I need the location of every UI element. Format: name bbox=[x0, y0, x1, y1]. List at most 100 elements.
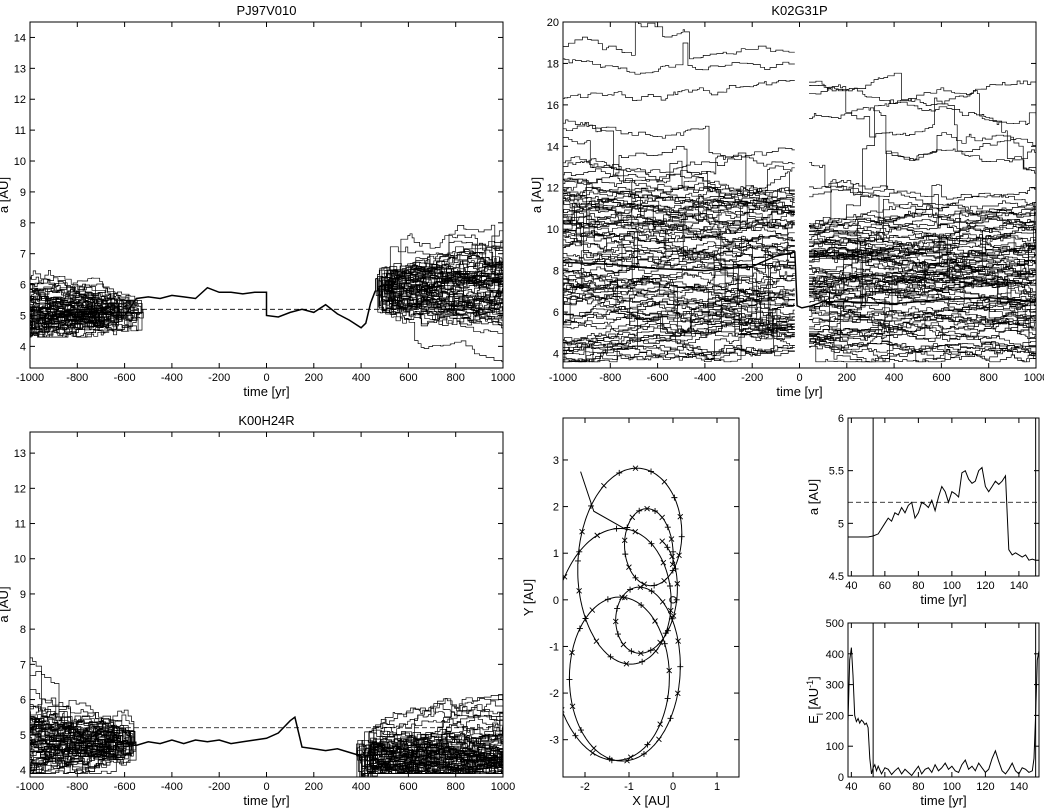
x-tick-label: 200 bbox=[305, 781, 323, 793]
y-tick-label: 9 bbox=[20, 589, 26, 601]
clone-trajectory bbox=[30, 312, 135, 333]
x-marker bbox=[623, 660, 630, 667]
y-tick-label: 14 bbox=[14, 32, 26, 44]
clone-trajectory bbox=[30, 741, 119, 765]
y-tick-label: 6 bbox=[20, 695, 26, 707]
plus-marker bbox=[566, 676, 573, 683]
x-marker bbox=[619, 594, 625, 601]
x-marker bbox=[652, 618, 658, 624]
x-tick-label: -1000 bbox=[549, 372, 577, 384]
plus-marker bbox=[606, 755, 613, 762]
x-tick-label: 140 bbox=[1010, 781, 1028, 793]
chart-p5: 40 60 80 100 120 140 4.5 5 5.5 6 time [yr] a [AU] bbox=[806, 413, 1040, 607]
clone-trajectory bbox=[563, 304, 795, 332]
y-tick-label: 20 bbox=[547, 17, 559, 29]
clone-trajectory bbox=[375, 290, 503, 321]
clone-trajectory bbox=[809, 188, 1036, 242]
x-marker bbox=[675, 638, 681, 644]
clone-trajectory bbox=[358, 729, 503, 765]
clone-trajectory bbox=[563, 332, 795, 363]
x-tick-label: 40 bbox=[845, 781, 857, 793]
clone-trajectory bbox=[375, 257, 503, 292]
plus-marker bbox=[651, 582, 658, 589]
clone-trajectory bbox=[809, 288, 1036, 353]
x-marker bbox=[667, 607, 674, 614]
clone-trajectory bbox=[30, 277, 139, 313]
x-tick-label: 800 bbox=[447, 781, 465, 793]
clone-trajectory bbox=[809, 338, 1036, 363]
y-tick-label: 8 bbox=[20, 218, 26, 230]
clone-trajectory bbox=[30, 270, 130, 313]
clone-trajectory bbox=[375, 271, 503, 304]
y-tick-label: 2 bbox=[553, 502, 559, 514]
x-axis-label: time [yr] bbox=[920, 592, 966, 607]
y-tick-label: 400 bbox=[826, 649, 844, 661]
plus-marker bbox=[632, 574, 639, 581]
x-marker bbox=[659, 514, 665, 521]
y-tick-label: 6 bbox=[838, 413, 844, 425]
clone-trajectory bbox=[30, 312, 137, 337]
plus-marker bbox=[648, 468, 655, 475]
plus-marker bbox=[588, 502, 595, 509]
clone-trajectory bbox=[563, 189, 795, 226]
x-tick-label: 0 bbox=[670, 781, 676, 793]
clone-trajectory bbox=[809, 228, 1036, 263]
y-tick-label: 0 bbox=[553, 595, 559, 607]
plus-marker bbox=[576, 625, 583, 632]
plus-marker bbox=[678, 533, 685, 540]
clone-trajectory bbox=[563, 160, 795, 228]
clone-trajectory bbox=[30, 304, 101, 338]
clone-trajectory bbox=[361, 708, 503, 757]
x-marker bbox=[669, 553, 675, 560]
x-marker bbox=[624, 757, 630, 764]
clone-trajectory bbox=[809, 233, 1036, 248]
y-tick-label: 10 bbox=[14, 554, 26, 566]
plus-marker bbox=[647, 647, 654, 654]
clone-trajectory bbox=[809, 84, 1036, 177]
plus-marker bbox=[578, 727, 585, 734]
y-tick-label: 11 bbox=[15, 519, 26, 531]
clone-trajectory bbox=[563, 235, 795, 253]
clone-trajectory bbox=[375, 290, 503, 339]
x-tick-label: 80 bbox=[912, 781, 924, 793]
clone-trajectory bbox=[563, 341, 795, 363]
clone-trajectory bbox=[30, 294, 101, 314]
x-tick-label: 0 bbox=[263, 781, 269, 793]
y-tick-label: 11 bbox=[15, 125, 26, 137]
clone-trajectory bbox=[563, 265, 795, 284]
plus-marker bbox=[648, 540, 655, 547]
x-marker bbox=[656, 736, 662, 743]
clone-trajectory bbox=[809, 85, 1036, 160]
y-tick-label: 3 bbox=[553, 455, 559, 467]
clone-trajectory bbox=[30, 289, 134, 313]
y-tick-label: 13 bbox=[14, 448, 26, 460]
clone-trajectory bbox=[361, 698, 503, 757]
plus-marker bbox=[677, 663, 684, 670]
plus-marker bbox=[668, 615, 675, 622]
x-marker bbox=[620, 641, 627, 648]
clone-trajectory bbox=[809, 240, 1036, 264]
clone-trajectory bbox=[563, 194, 795, 217]
clone-trajectory bbox=[563, 119, 795, 158]
plus-marker bbox=[664, 695, 671, 702]
x-tick-label: 120 bbox=[976, 781, 994, 793]
clone-trajectory bbox=[809, 207, 1036, 227]
nominal-trajectory bbox=[100, 286, 377, 329]
clone-trajectory bbox=[30, 298, 104, 313]
clone-trajectory bbox=[361, 737, 503, 774]
plus-marker bbox=[636, 507, 643, 514]
plus-marker bbox=[670, 548, 677, 555]
clone-trajectory bbox=[375, 250, 503, 313]
x-marker bbox=[661, 578, 667, 584]
plus-marker bbox=[673, 596, 680, 603]
plus-marker bbox=[613, 525, 620, 532]
plus-marker bbox=[622, 551, 629, 558]
clone-trajectory bbox=[563, 293, 795, 336]
clone-trajectory bbox=[375, 240, 503, 292]
x-marker bbox=[660, 559, 667, 566]
clone-trajectory bbox=[30, 741, 118, 774]
plus-marker bbox=[550, 675, 556, 681]
x-marker bbox=[670, 613, 677, 619]
x-tick-label: 400 bbox=[885, 372, 903, 384]
